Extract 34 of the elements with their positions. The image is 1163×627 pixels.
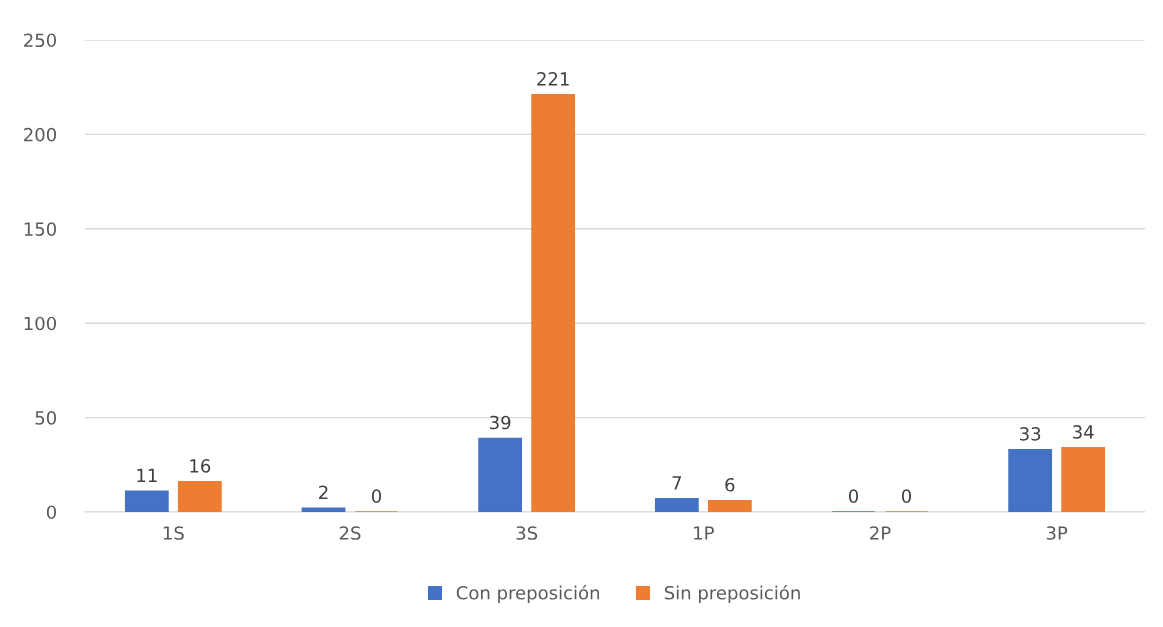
y-tick-label: 50 bbox=[35, 411, 57, 425]
y-tick-label: 0 bbox=[46, 505, 57, 520]
x-tick-label: 1S bbox=[163, 526, 184, 540]
bar bbox=[531, 94, 576, 512]
x-tick-label: 3S bbox=[516, 526, 538, 540]
data-label: 16 bbox=[190, 459, 211, 473]
y-tick-label: 200 bbox=[24, 127, 57, 142]
data-label: 2 bbox=[319, 485, 328, 499]
data-label: 0 bbox=[901, 489, 912, 503]
legend-label: Con preposición bbox=[456, 584, 599, 604]
data-label: 11 bbox=[137, 468, 157, 482]
bar bbox=[478, 437, 523, 512]
data-label: 221 bbox=[537, 72, 569, 86]
bar bbox=[177, 481, 222, 512]
bar bbox=[1008, 449, 1053, 512]
x-tick-label: 3P bbox=[1046, 526, 1068, 540]
bar bbox=[707, 499, 752, 512]
data-label: 33 bbox=[1020, 426, 1041, 441]
bar bbox=[654, 498, 699, 512]
data-label: 0 bbox=[371, 489, 382, 503]
y-tick-label: 250 bbox=[24, 33, 57, 48]
bar bbox=[1061, 447, 1106, 512]
y-tick-label: 150 bbox=[24, 222, 57, 236]
bar bbox=[124, 490, 169, 512]
data-label: 39 bbox=[490, 415, 511, 430]
data-label: 7 bbox=[672, 476, 682, 490]
y-tick-label: 100 bbox=[24, 316, 57, 331]
data-label: 0 bbox=[848, 489, 859, 503]
x-tick-label: 1P bbox=[694, 526, 714, 540]
x-tick-label: 2S bbox=[339, 526, 361, 540]
x-tick-label: 2P bbox=[870, 526, 891, 540]
data-label: 34 bbox=[1073, 425, 1094, 439]
data-label: 6 bbox=[725, 477, 735, 492]
legend-label: Sin preposición bbox=[664, 584, 800, 604]
